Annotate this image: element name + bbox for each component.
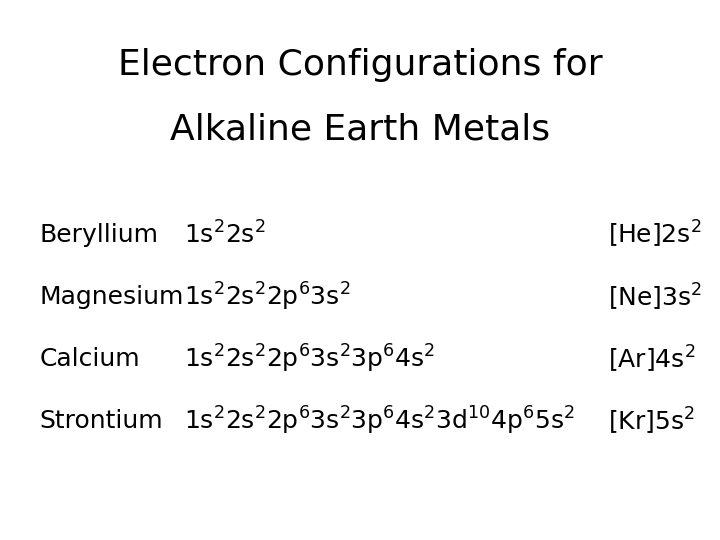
- Text: Alkaline Earth Metals: Alkaline Earth Metals: [170, 113, 550, 146]
- Text: Beryllium: Beryllium: [40, 223, 158, 247]
- Text: $\mathregular{1s^22s^22p^63s^2}$: $\mathregular{1s^22s^22p^63s^2}$: [184, 281, 350, 313]
- Text: Strontium: Strontium: [40, 409, 163, 433]
- Text: $\mathregular{1s^22s^22p^63s^23p^64s^23d^{10}4p^65s^2}$: $\mathregular{1s^22s^22p^63s^23p^64s^23d…: [184, 405, 575, 437]
- Text: $\mathregular{[He]2s^2}$: $\mathregular{[He]2s^2}$: [608, 219, 702, 251]
- Text: $\mathregular{[Kr]5s^2}$: $\mathregular{[Kr]5s^2}$: [608, 406, 695, 437]
- Text: $\mathregular{[Ar]4s^2}$: $\mathregular{[Ar]4s^2}$: [608, 343, 696, 375]
- Text: Calcium: Calcium: [40, 347, 140, 371]
- Text: $\mathregular{1s^22s^22p^63s^23p^64s^2}$: $\mathregular{1s^22s^22p^63s^23p^64s^2}$: [184, 343, 435, 375]
- Text: $\mathregular{[Ne]3s^2}$: $\mathregular{[Ne]3s^2}$: [608, 281, 703, 313]
- Text: $\mathregular{1s^22s^2}$: $\mathregular{1s^22s^2}$: [184, 221, 265, 248]
- Text: Electron Configurations for: Electron Configurations for: [117, 48, 603, 82]
- Text: Magnesium: Magnesium: [40, 285, 184, 309]
